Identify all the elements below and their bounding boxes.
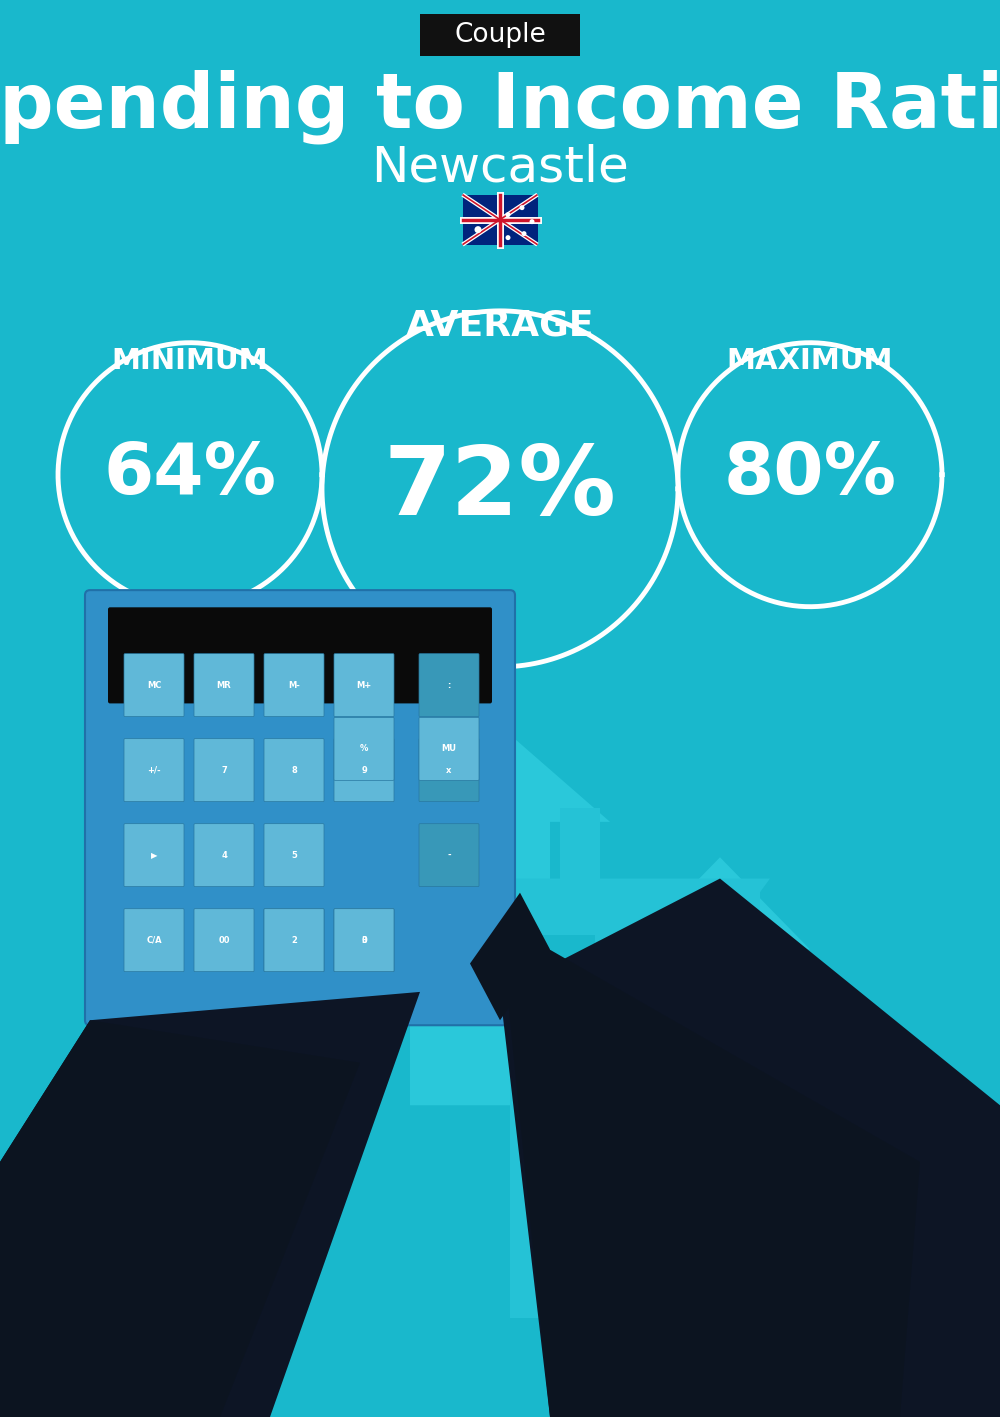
FancyBboxPatch shape bbox=[334, 738, 394, 802]
FancyBboxPatch shape bbox=[264, 653, 324, 717]
Circle shape bbox=[475, 227, 482, 234]
FancyBboxPatch shape bbox=[419, 823, 479, 887]
Polygon shape bbox=[510, 879, 760, 1318]
Text: MAXIMUM: MAXIMUM bbox=[727, 347, 893, 376]
Polygon shape bbox=[500, 921, 920, 1417]
FancyBboxPatch shape bbox=[740, 1282, 835, 1308]
FancyBboxPatch shape bbox=[124, 653, 184, 717]
Polygon shape bbox=[470, 893, 550, 1020]
FancyBboxPatch shape bbox=[740, 1220, 835, 1246]
Text: 64%: 64% bbox=[104, 441, 276, 509]
Circle shape bbox=[755, 1182, 885, 1312]
Circle shape bbox=[520, 205, 524, 210]
Text: 2: 2 bbox=[291, 935, 297, 945]
Text: 80%: 80% bbox=[724, 441, 897, 509]
Text: 5: 5 bbox=[291, 850, 297, 860]
Text: MC: MC bbox=[147, 680, 161, 690]
FancyBboxPatch shape bbox=[462, 194, 538, 245]
Text: MU: MU bbox=[442, 744, 456, 754]
FancyBboxPatch shape bbox=[264, 738, 324, 802]
Circle shape bbox=[506, 213, 511, 217]
FancyBboxPatch shape bbox=[334, 908, 394, 972]
FancyBboxPatch shape bbox=[525, 935, 595, 1034]
FancyArrow shape bbox=[630, 857, 810, 1176]
Text: 00: 00 bbox=[218, 935, 230, 945]
FancyArrow shape bbox=[160, 857, 340, 1176]
Text: $: $ bbox=[880, 1268, 910, 1311]
Text: M-: M- bbox=[288, 680, 300, 690]
FancyBboxPatch shape bbox=[194, 823, 254, 887]
FancyBboxPatch shape bbox=[108, 608, 492, 703]
FancyBboxPatch shape bbox=[194, 738, 254, 802]
Text: MINIMUM: MINIMUM bbox=[112, 347, 268, 376]
Text: :: : bbox=[447, 680, 451, 690]
Polygon shape bbox=[595, 1105, 675, 1318]
Text: x: x bbox=[446, 765, 452, 775]
Circle shape bbox=[810, 1204, 980, 1374]
FancyBboxPatch shape bbox=[420, 14, 580, 57]
FancyBboxPatch shape bbox=[124, 908, 184, 972]
Polygon shape bbox=[500, 879, 770, 1063]
Polygon shape bbox=[0, 992, 420, 1417]
FancyBboxPatch shape bbox=[264, 823, 324, 887]
Text: ▶: ▶ bbox=[151, 850, 157, 860]
Circle shape bbox=[522, 231, 526, 237]
Polygon shape bbox=[50, 1134, 300, 1417]
Text: 0: 0 bbox=[361, 935, 367, 945]
Text: .: . bbox=[292, 935, 296, 945]
Circle shape bbox=[506, 235, 511, 239]
FancyBboxPatch shape bbox=[419, 717, 479, 781]
Text: M+: M+ bbox=[356, 680, 372, 690]
Text: AVERAGE: AVERAGE bbox=[406, 309, 594, 343]
FancyBboxPatch shape bbox=[419, 653, 479, 717]
Text: 4: 4 bbox=[221, 850, 227, 860]
FancyBboxPatch shape bbox=[419, 738, 479, 802]
FancyBboxPatch shape bbox=[194, 653, 254, 717]
FancyBboxPatch shape bbox=[124, 738, 184, 802]
Text: -: - bbox=[447, 850, 451, 860]
FancyBboxPatch shape bbox=[85, 589, 515, 1026]
FancyBboxPatch shape bbox=[264, 908, 324, 972]
Text: 9: 9 bbox=[361, 765, 367, 775]
Polygon shape bbox=[0, 1020, 360, 1417]
Polygon shape bbox=[560, 808, 600, 907]
Circle shape bbox=[530, 220, 534, 224]
FancyBboxPatch shape bbox=[740, 1251, 835, 1277]
Polygon shape bbox=[500, 879, 1000, 1417]
FancyBboxPatch shape bbox=[334, 717, 394, 781]
FancyArrow shape bbox=[350, 708, 610, 1105]
Text: 72%: 72% bbox=[384, 442, 616, 536]
Text: Couple: Couple bbox=[454, 23, 546, 48]
Text: 3: 3 bbox=[361, 935, 367, 945]
FancyBboxPatch shape bbox=[194, 908, 254, 972]
Text: Spending to Income Ratio: Spending to Income Ratio bbox=[0, 69, 1000, 143]
FancyBboxPatch shape bbox=[124, 823, 184, 887]
Text: Newcastle: Newcastle bbox=[371, 143, 629, 191]
Text: C/A: C/A bbox=[146, 935, 162, 945]
FancyBboxPatch shape bbox=[334, 653, 394, 717]
Text: 8: 8 bbox=[291, 765, 297, 775]
Text: +/-: +/- bbox=[147, 765, 161, 775]
Text: 7: 7 bbox=[221, 765, 227, 775]
Text: %: % bbox=[360, 744, 368, 754]
FancyBboxPatch shape bbox=[264, 908, 324, 972]
Text: MR: MR bbox=[217, 680, 231, 690]
FancyBboxPatch shape bbox=[334, 908, 394, 972]
Polygon shape bbox=[620, 1219, 880, 1417]
FancyBboxPatch shape bbox=[740, 1314, 835, 1339]
